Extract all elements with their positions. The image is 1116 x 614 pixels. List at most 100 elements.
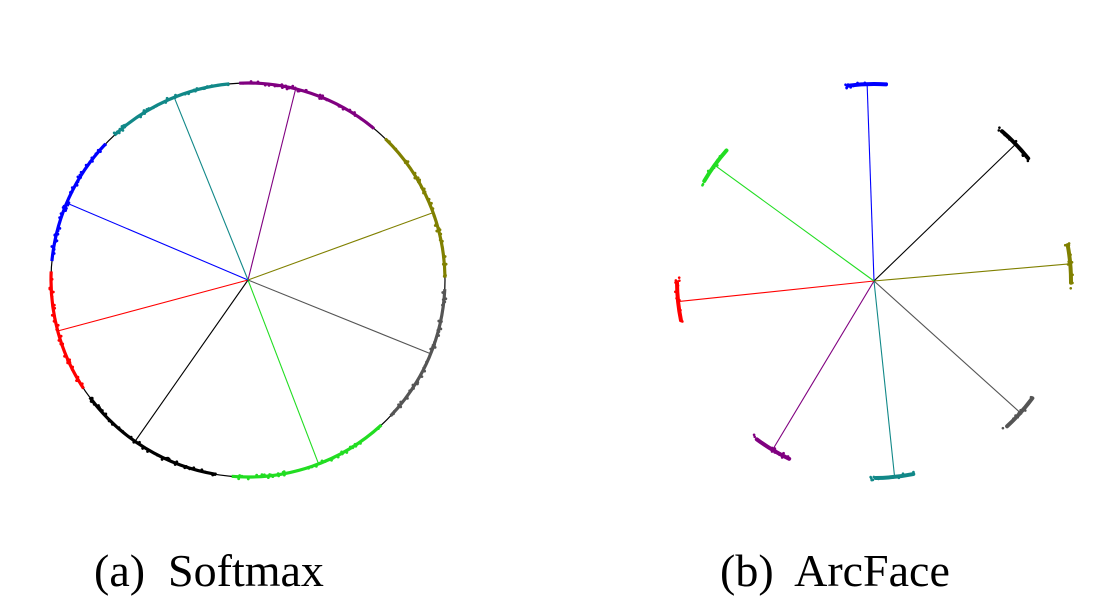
softmax-feature-point bbox=[52, 248, 56, 251]
arcface-feature-point bbox=[1014, 414, 1017, 417]
softmax-feature-point bbox=[281, 85, 284, 89]
softmax-feature-point bbox=[48, 287, 52, 291]
softmax-feature-point bbox=[441, 262, 445, 266]
softmax-feature-point bbox=[117, 426, 121, 430]
softmax-feature-point bbox=[408, 389, 412, 393]
softmax-feature-point bbox=[164, 101, 168, 104]
softmax-feature-point bbox=[50, 245, 54, 248]
softmax-feature-point bbox=[403, 161, 407, 164]
caption-arcface: (b) ArcFace bbox=[720, 545, 950, 596]
arcface-feature-point bbox=[786, 455, 790, 458]
softmax-feature-point bbox=[416, 380, 420, 384]
softmax-feature-point bbox=[52, 252, 56, 255]
arcface-feature-point bbox=[675, 297, 678, 300]
softmax-feature-point bbox=[138, 440, 141, 444]
softmax-feature-point bbox=[435, 229, 439, 233]
softmax-feature-point bbox=[330, 458, 333, 462]
softmax-feature-point bbox=[307, 466, 310, 470]
arcface-feature-point bbox=[678, 298, 681, 302]
arcface-feature-point bbox=[1021, 154, 1025, 158]
softmax-feature-point bbox=[216, 83, 220, 87]
arcface-feature-point bbox=[770, 450, 774, 453]
softmax-feature-point bbox=[68, 358, 72, 362]
arcface-feature-point bbox=[880, 82, 883, 86]
softmax-feature-point bbox=[437, 319, 441, 323]
softmax-feature-point bbox=[142, 109, 146, 112]
softmax-weight-line bbox=[247, 279, 431, 355]
arcface-feature-point bbox=[1029, 395, 1033, 399]
arcface-feature-point bbox=[1070, 260, 1074, 264]
softmax-feature-point bbox=[129, 435, 133, 439]
softmax-feature-point bbox=[187, 92, 190, 96]
softmax-feature-point bbox=[427, 197, 431, 201]
softmax-feature-point bbox=[57, 338, 61, 342]
softmax-feature-point bbox=[52, 303, 56, 307]
softmax-feature-point bbox=[310, 465, 314, 469]
softmax-feature-point bbox=[262, 473, 266, 477]
softmax-feature-point bbox=[203, 470, 207, 474]
softmax-feature-point bbox=[76, 175, 80, 179]
arcface-feature-point bbox=[897, 476, 901, 480]
softmax-feature-point bbox=[84, 163, 88, 167]
softmax-feature-point bbox=[282, 470, 286, 474]
arcface-feature-point bbox=[846, 83, 850, 86]
softmax-feature-point bbox=[276, 472, 280, 476]
softmax-feature-point bbox=[147, 107, 151, 110]
softmax-feature-point bbox=[266, 476, 270, 479]
arcface-feature-point bbox=[773, 447, 777, 451]
softmax-feature-point bbox=[79, 382, 83, 386]
softmax-feature-point bbox=[422, 191, 425, 195]
arcface-feature-point bbox=[885, 82, 888, 85]
softmax-feature-point bbox=[260, 473, 264, 477]
arcface-feature-point bbox=[844, 83, 847, 87]
softmax-feature-point bbox=[321, 94, 325, 98]
softmax-feature-point bbox=[64, 205, 68, 208]
softmax-feature-point bbox=[399, 405, 403, 409]
arcface-feature-point bbox=[780, 456, 784, 459]
softmax-feature-point bbox=[422, 187, 426, 191]
softmax-feature-point bbox=[296, 89, 300, 93]
softmax-feature-point bbox=[441, 239, 444, 243]
softmax-class-arc bbox=[88, 396, 217, 477]
softmax-feature-point bbox=[441, 298, 445, 302]
softmax-feature-point bbox=[442, 274, 446, 278]
softmax-feature-point bbox=[240, 474, 244, 478]
softmax-feature-point bbox=[441, 291, 445, 294]
arcface-feature-point bbox=[712, 166, 716, 170]
softmax-feature-point bbox=[110, 420, 114, 424]
softmax-feature-point bbox=[264, 83, 267, 86]
softmax-feature-point bbox=[273, 84, 277, 88]
arcface-feature-point bbox=[782, 451, 785, 455]
arcface-feature-point bbox=[1001, 426, 1005, 430]
softmax-feature-point bbox=[437, 329, 441, 333]
softmax-feature-point bbox=[53, 317, 57, 321]
arcface-weight-line bbox=[873, 280, 1021, 414]
softmax-feature-point bbox=[437, 226, 441, 230]
softmax-feature-point bbox=[56, 232, 60, 236]
softmax-feature-point bbox=[226, 83, 230, 87]
softmax-feature-point bbox=[65, 356, 69, 360]
softmax-feature-point bbox=[256, 80, 260, 84]
softmax-feature-point bbox=[353, 111, 356, 114]
softmax-feature-point bbox=[52, 314, 56, 318]
softmax-feature-point bbox=[406, 160, 410, 164]
arcface-feature-point bbox=[716, 164, 719, 167]
softmax-feature-point bbox=[132, 440, 136, 444]
softmax-feature-point bbox=[99, 150, 102, 154]
arcface-feature-point bbox=[1000, 130, 1003, 134]
softmax-weight-line bbox=[134, 279, 249, 442]
softmax-feature-point bbox=[413, 171, 417, 175]
softmax-feature-point bbox=[99, 407, 102, 411]
softmax-feature-point bbox=[114, 131, 118, 135]
arcface-feature-point bbox=[1016, 415, 1020, 419]
softmax-feature-point bbox=[61, 342, 65, 346]
softmax-feature-point bbox=[96, 148, 100, 152]
softmax-weight-line bbox=[247, 212, 434, 281]
softmax-feature-point bbox=[325, 98, 329, 102]
softmax-feature-point bbox=[411, 383, 415, 387]
softmax-weight-line bbox=[173, 97, 249, 281]
arcface-feature-point bbox=[773, 451, 777, 454]
softmax-feature-point bbox=[97, 404, 100, 407]
arcface-feature-point bbox=[706, 169, 710, 173]
